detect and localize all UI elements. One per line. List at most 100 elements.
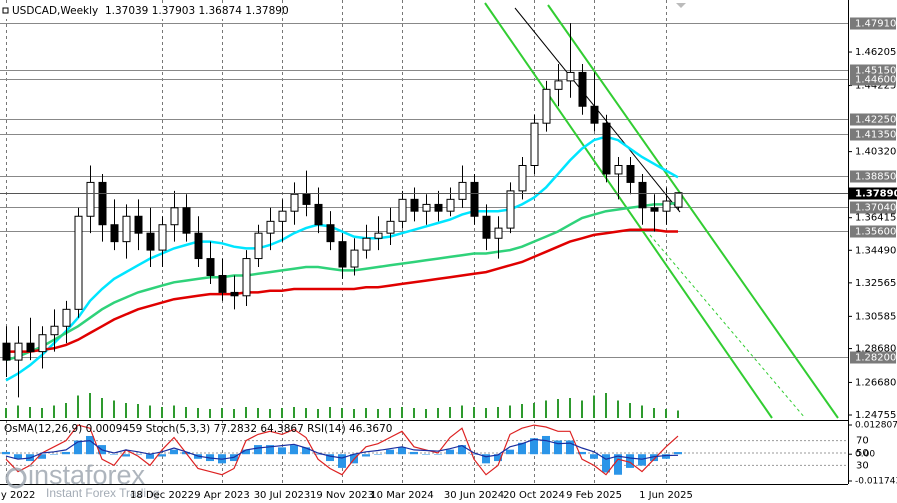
candle-body (338, 241, 347, 268)
candle-body (50, 325, 59, 336)
header-box (2, 3, 227, 19)
osma-bar (638, 454, 646, 466)
y-tick-label: 0.0128075 (855, 421, 897, 431)
level-label-bg (850, 73, 896, 86)
volume-bar (125, 403, 127, 418)
osma-bar (14, 454, 22, 459)
candle-body (38, 334, 47, 353)
osma-bar (590, 454, 598, 459)
level-label: 1.28200 (855, 353, 896, 364)
x-tick-label: 10 Mar 2024 (370, 490, 433, 501)
osma-bar (38, 454, 46, 459)
candle-body (254, 232, 263, 260)
volume-bar (401, 407, 403, 418)
osma-bar (446, 449, 454, 455)
x-tick-label: 8 May 2022 (0, 490, 35, 501)
osma-bar (86, 435, 94, 455)
volume-bar (77, 395, 79, 418)
osma-bar (542, 435, 550, 455)
y2-tick-label: 70 (856, 436, 869, 447)
osma-bar (506, 449, 514, 455)
osma-bar (386, 449, 394, 455)
indicator-panel (0, 424, 848, 476)
x-tick-label: 9 Apr 2023 (194, 490, 249, 501)
volume-bar (101, 398, 103, 418)
y-tick-label: 1.24755 (855, 410, 896, 421)
candle-body (266, 220, 275, 234)
osma-bar (374, 454, 382, 455)
osma-bar (578, 451, 586, 455)
candle-body (362, 237, 371, 251)
volume-bar (269, 409, 271, 418)
volume-bar (221, 408, 223, 418)
level-label: 1.35600 (855, 227, 896, 238)
level-label-bg (850, 351, 896, 364)
candle-body (446, 198, 455, 212)
candle-body (62, 308, 71, 327)
x-tick-label: 20 Oct 2024 (503, 490, 565, 501)
osma-bar (470, 454, 478, 455)
level-label: 1.38850 (855, 172, 896, 183)
osma-bar (326, 454, 334, 462)
volume-bar (497, 407, 499, 418)
osma-bar (518, 442, 526, 455)
candle-body (602, 122, 611, 175)
x-tick-label: 9 Feb 2025 (566, 490, 622, 501)
oscillator-line (5, 438, 679, 460)
level-label: 1.44600 (855, 75, 896, 86)
osma-bar (110, 454, 118, 455)
osma-bar (2, 451, 10, 455)
volume-bar (113, 400, 115, 418)
volume-bar (53, 405, 55, 418)
moving-average (6, 228, 678, 353)
candle-body (542, 88, 551, 124)
volume-bar (629, 403, 631, 418)
candle-body (374, 232, 383, 239)
candle-body (146, 232, 155, 251)
price-label-bg (849, 187, 897, 200)
candle-body (2, 342, 11, 361)
candle-body (518, 164, 527, 192)
candle-body (650, 207, 659, 212)
volume-bar (89, 393, 91, 418)
osma-bar (458, 445, 466, 455)
volume-bar (389, 408, 391, 418)
osma-bar (434, 454, 442, 455)
osma-bar (422, 454, 430, 455)
osma-bar (626, 454, 634, 468)
scroll-marker (676, 3, 686, 8)
level-label: 1.47910 (855, 19, 896, 30)
osma-bar (158, 454, 166, 457)
volume-bar (209, 409, 211, 418)
osma-bar (170, 449, 178, 455)
candle-body (134, 215, 143, 234)
volume-bar (329, 407, 331, 418)
candle-body (482, 215, 491, 239)
volume-bar (509, 405, 511, 418)
osma-bar (602, 454, 610, 473)
osma-bar (146, 454, 154, 459)
osma-bar (674, 452, 682, 455)
watermark: instaforex Instant Forex Trading (5, 460, 159, 500)
y-tick-label: 1.36415 (855, 213, 896, 224)
candle-body (458, 181, 467, 200)
volume-bar (149, 405, 151, 418)
candle-body (110, 224, 119, 243)
candle-body (410, 198, 419, 212)
candle-body (470, 181, 479, 217)
candle-body (674, 192, 683, 208)
osma-bar (302, 447, 310, 455)
candle-body (206, 258, 215, 276)
level-label-bg (850, 225, 896, 238)
candle-body (398, 198, 407, 222)
watermark-brand: instaforex (28, 460, 146, 490)
x-tick-label: 30 Jun 2024 (444, 490, 504, 501)
candle-body (638, 181, 647, 209)
volume-bar (617, 400, 619, 418)
candle-body (26, 342, 35, 353)
osma-bar (242, 449, 250, 455)
volume-bar (581, 400, 583, 418)
volume-bar (521, 404, 523, 418)
osma-bar (266, 445, 274, 455)
